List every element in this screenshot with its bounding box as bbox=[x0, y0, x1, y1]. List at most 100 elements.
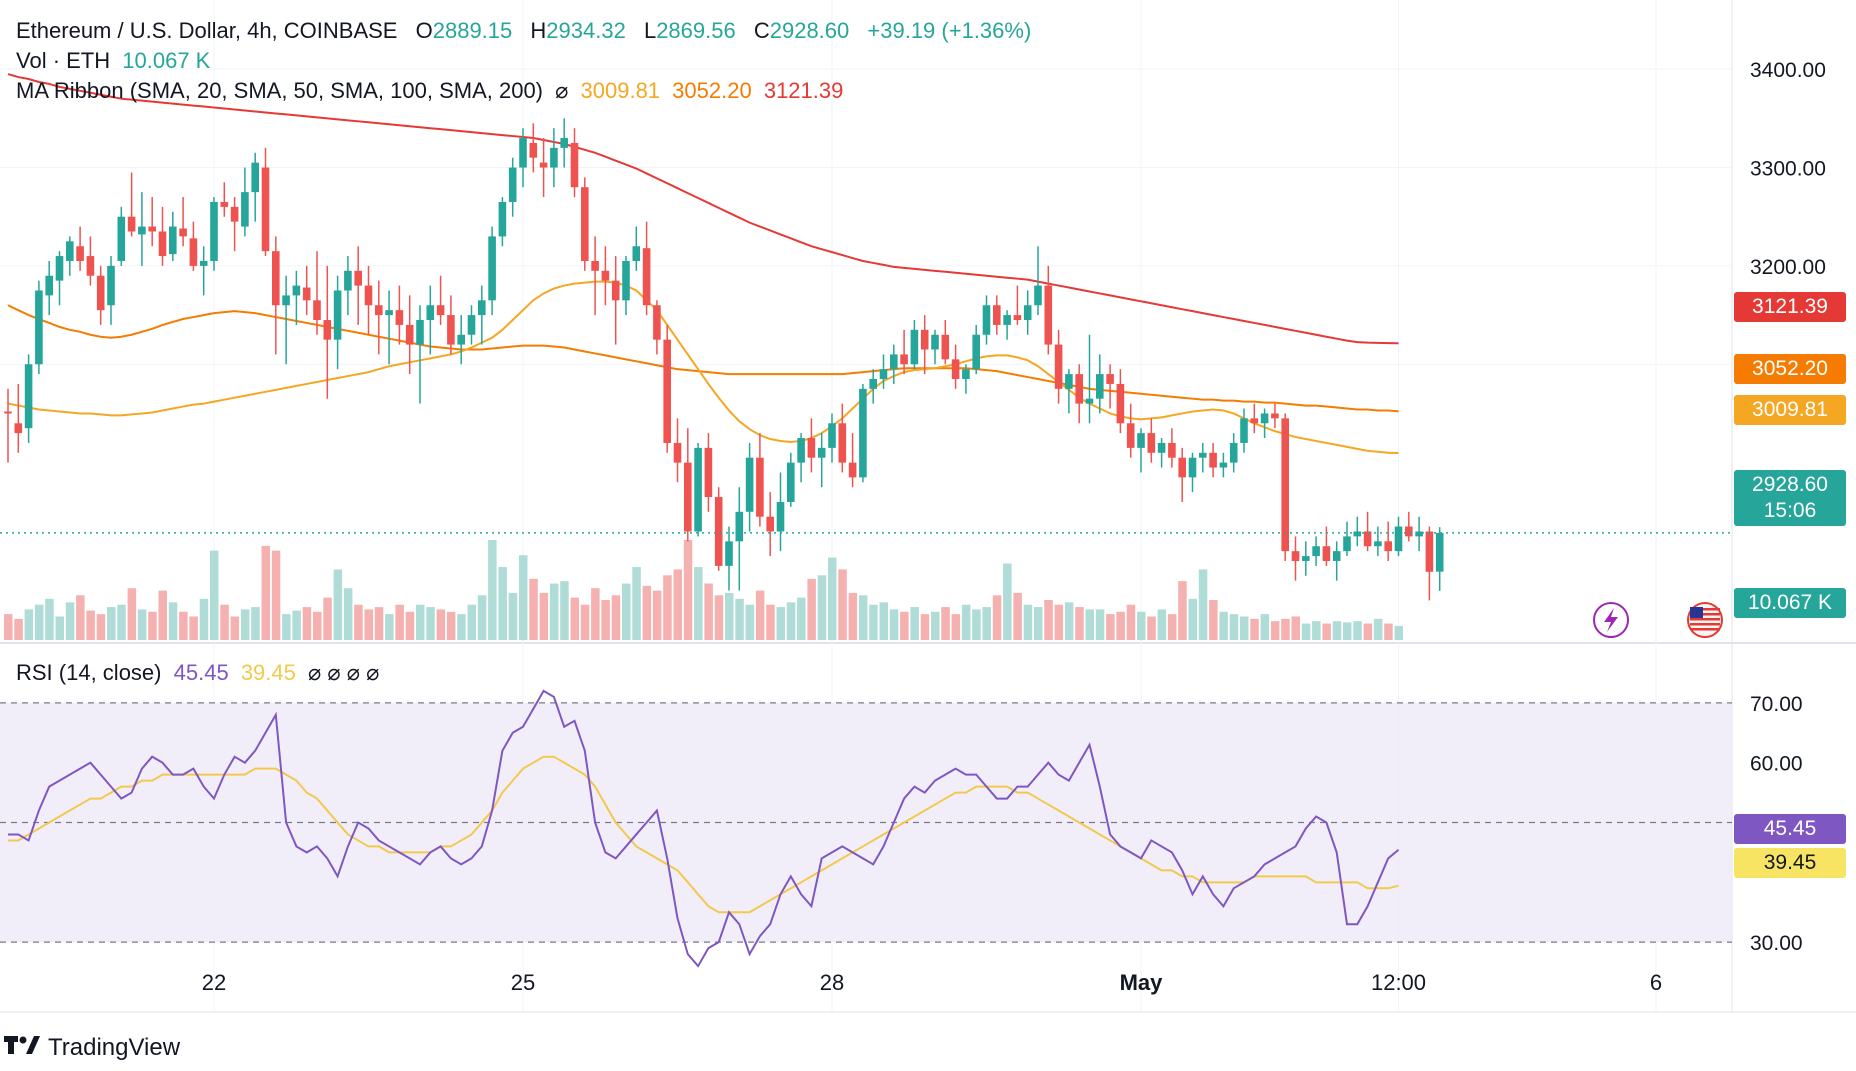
volume-bar bbox=[992, 595, 1002, 640]
candle-body bbox=[1291, 551, 1300, 561]
candle-body bbox=[1065, 374, 1073, 389]
volume-bar bbox=[1034, 607, 1043, 640]
volume-bar bbox=[807, 578, 816, 640]
volume-bar bbox=[117, 604, 126, 640]
tradingview-logo[interactable]: TradingView bbox=[4, 1032, 180, 1063]
candle-body bbox=[292, 285, 301, 296]
volume-label[interactable]: Vol · ETH bbox=[16, 48, 111, 73]
candle-body bbox=[653, 305, 661, 340]
volume-bar bbox=[1003, 563, 1012, 640]
volume-bar bbox=[189, 616, 198, 640]
volume-bar bbox=[694, 567, 703, 640]
volume-bar bbox=[282, 614, 291, 640]
volume-bar bbox=[220, 604, 229, 640]
volume-bar bbox=[714, 595, 724, 640]
candle-body bbox=[1209, 452, 1217, 468]
candle-body bbox=[35, 290, 43, 365]
candle-body bbox=[1271, 413, 1279, 419]
last-price-value: 2928.60 bbox=[1752, 473, 1828, 496]
candle-body bbox=[354, 270, 362, 286]
volume-bar bbox=[642, 585, 652, 640]
flag-stripe-icon bbox=[1690, 613, 1720, 616]
volume-bar bbox=[1229, 614, 1239, 640]
candle-body bbox=[797, 438, 805, 463]
candle-body bbox=[405, 324, 414, 345]
candle-body bbox=[900, 354, 908, 365]
volume-bar bbox=[1023, 604, 1033, 640]
volume-bar bbox=[137, 609, 147, 640]
candle-body bbox=[416, 320, 424, 345]
volume-price-tag: 10.067 K bbox=[1734, 588, 1846, 618]
candle-body bbox=[611, 280, 620, 301]
volume-bar bbox=[611, 595, 621, 640]
volume-bar bbox=[817, 575, 827, 640]
volume-bar bbox=[972, 609, 981, 640]
volume-bar bbox=[673, 569, 682, 640]
candle-body bbox=[1384, 541, 1392, 552]
volume-bar bbox=[1013, 592, 1022, 640]
volume-bar bbox=[34, 604, 44, 640]
candle-body bbox=[282, 295, 290, 306]
volume-bar bbox=[1106, 614, 1115, 640]
candle-body bbox=[14, 423, 23, 434]
candle-body bbox=[920, 329, 929, 350]
rsi-line bbox=[8, 689, 1400, 968]
open-label: O bbox=[415, 18, 433, 43]
open-value: 2889.15 bbox=[432, 18, 513, 43]
bar-countdown: 15:06 bbox=[1763, 499, 1817, 522]
candle-body bbox=[436, 305, 445, 316]
symbol-title[interactable]: Ethereum / U.S. Dollar, 4h, COINBASE bbox=[16, 18, 398, 43]
ma100-price-tag: 3121.39 bbox=[1734, 292, 1846, 322]
candle-body bbox=[364, 285, 373, 306]
candle-body bbox=[1281, 418, 1289, 552]
candle-body bbox=[375, 305, 383, 316]
price-tick-label: 3300.00 bbox=[1750, 158, 1826, 181]
time-tick-label: 6 bbox=[1650, 970, 1662, 995]
candle-body bbox=[1229, 442, 1238, 463]
volume-bar bbox=[45, 598, 54, 640]
candle-body bbox=[787, 462, 795, 502]
candle-body bbox=[148, 226, 156, 232]
hidden-eye-icon[interactable]: ⌀ bbox=[555, 78, 569, 103]
volume-bar bbox=[580, 604, 590, 640]
volume-bar bbox=[488, 540, 497, 640]
candle-body bbox=[1137, 433, 1145, 448]
candle-body bbox=[848, 462, 857, 478]
volume-bar bbox=[931, 611, 940, 640]
candle-body bbox=[1188, 457, 1197, 478]
candle-body bbox=[1302, 556, 1310, 561]
volume-bar bbox=[663, 575, 672, 640]
candle-body bbox=[333, 290, 342, 340]
candle-body bbox=[179, 228, 187, 237]
ma100-line bbox=[7, 73, 1399, 345]
volume-bar bbox=[1270, 621, 1280, 640]
candle-body bbox=[1168, 442, 1176, 458]
volume-bar bbox=[776, 607, 785, 640]
volume-bar bbox=[910, 607, 919, 640]
volume-bar bbox=[601, 600, 610, 640]
volume-bar bbox=[889, 609, 899, 640]
candle-body bbox=[261, 167, 270, 252]
volume-bar bbox=[158, 590, 167, 640]
ma50-line bbox=[7, 304, 1399, 413]
candle-body bbox=[1374, 541, 1382, 547]
candle-body bbox=[467, 315, 476, 335]
candle-body bbox=[1116, 383, 1125, 424]
candle-body bbox=[45, 275, 53, 296]
rsi-label[interactable]: RSI (14, close) bbox=[16, 660, 162, 685]
rsi-value: 45.45 bbox=[173, 660, 229, 685]
volume-bar bbox=[199, 598, 209, 640]
ma50-price-tag: 3052.20 bbox=[1734, 354, 1846, 384]
flag-canton-icon bbox=[1690, 607, 1703, 618]
ma20-price-tag: 3009.81 bbox=[1734, 395, 1846, 425]
candle-body bbox=[1425, 531, 1434, 572]
volume-bar bbox=[1198, 569, 1208, 640]
hidden-eye-icon[interactable]: ⌀ ⌀ ⌀ ⌀ bbox=[308, 660, 380, 685]
volume-bar bbox=[96, 614, 106, 640]
ma-ribbon-label[interactable]: MA Ribbon (SMA, 20, SMA, 50, SMA, 100, S… bbox=[16, 78, 544, 103]
candle-body bbox=[1178, 457, 1186, 478]
volume-bar bbox=[1363, 623, 1373, 640]
volume-bar bbox=[364, 609, 373, 640]
